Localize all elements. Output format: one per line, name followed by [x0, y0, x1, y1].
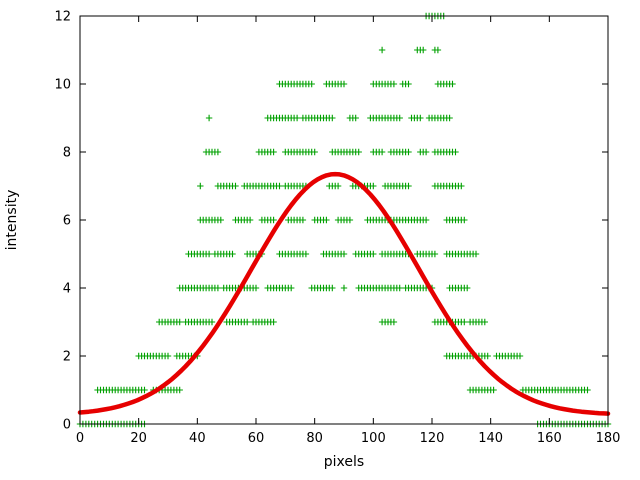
x-tick-label: 180	[596, 431, 621, 446]
y-tick-label: 10	[54, 78, 71, 93]
fit-curve-line	[77, 171, 611, 416]
y-tick-label: 6	[63, 214, 71, 229]
x-tick-label: 0	[76, 431, 84, 446]
fit-curve	[77, 171, 611, 416]
y-tick-label: 4	[63, 282, 71, 297]
x-tick-label: 140	[478, 431, 503, 446]
tick-labels: 0 20 40 60 80 100 120 140 160 180 0 2 4 6 8 10 12	[54, 10, 620, 447]
x-axis-title: pixels	[324, 454, 364, 470]
x-tick-label: 80	[306, 431, 323, 446]
y-tick-label: 12	[54, 10, 71, 25]
y-tick-label: 8	[63, 146, 71, 161]
axis-ticks	[79, 15, 609, 425]
scatter-points	[76, 12, 612, 428]
scatter-series	[76, 12, 612, 428]
x-tick-label: 40	[189, 431, 206, 446]
y-tick-label: 0	[63, 418, 71, 433]
y-tick-label: 2	[63, 350, 71, 365]
x-tick-label: 120	[420, 431, 445, 446]
x-tick-label: 60	[248, 431, 265, 446]
y-axis-title: intensity	[4, 190, 20, 251]
x-tick-label: 20	[130, 431, 147, 446]
x-tick-label: 160	[537, 431, 562, 446]
tick-marks	[79, 15, 609, 425]
x-tick-label: 100	[361, 431, 386, 446]
